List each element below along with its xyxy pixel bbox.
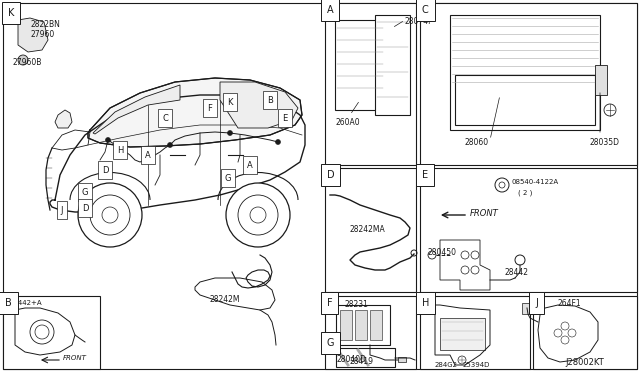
Polygon shape (55, 110, 72, 128)
Bar (375, 15, 410, 115)
Text: FRONT: FRONT (470, 209, 499, 218)
Bar (440, 318, 485, 350)
Circle shape (275, 140, 280, 144)
Text: A: A (247, 160, 253, 170)
Text: H: H (117, 145, 123, 154)
Text: B: B (5, 298, 12, 308)
Text: E: E (282, 113, 287, 122)
Bar (3, 296, 100, 369)
Polygon shape (220, 82, 298, 128)
Bar (336, 305, 390, 345)
Text: G: G (225, 173, 231, 183)
Circle shape (227, 131, 232, 135)
Text: J28002KT: J28002KT (565, 358, 604, 367)
Polygon shape (88, 78, 302, 147)
Circle shape (226, 183, 290, 247)
Text: J: J (61, 205, 63, 215)
Polygon shape (93, 85, 180, 134)
Text: A: A (145, 151, 151, 160)
Text: D: D (82, 203, 88, 212)
Bar (420, 168, 637, 292)
Bar (370, 310, 382, 340)
Text: G: G (327, 338, 335, 348)
Bar (533, 296, 637, 369)
Bar (522, 303, 535, 314)
Text: E: E (422, 170, 428, 180)
Text: J: J (535, 298, 538, 308)
Text: 28074P: 28074P (405, 17, 434, 26)
Bar (325, 296, 416, 369)
Bar (420, 3, 637, 165)
Bar (450, 15, 600, 130)
Bar (398, 357, 406, 362)
Text: K: K (8, 8, 14, 18)
Text: ( 2 ): ( 2 ) (518, 189, 532, 196)
Text: 28242MA: 28242MA (350, 225, 386, 234)
Text: 284G2: 284G2 (435, 362, 458, 368)
Text: 28242M: 28242M (210, 295, 241, 304)
Circle shape (106, 138, 111, 142)
Text: D: D (102, 166, 108, 174)
Bar (325, 168, 416, 292)
Text: 08540-4122A: 08540-4122A (512, 179, 559, 185)
Bar (455, 75, 595, 125)
Text: B: B (267, 96, 273, 105)
Polygon shape (18, 18, 48, 52)
Text: D: D (327, 170, 335, 180)
Text: FRONT: FRONT (63, 355, 87, 361)
Text: 28231: 28231 (345, 300, 369, 309)
Text: 25394D: 25394D (463, 362, 490, 368)
Bar (336, 348, 395, 367)
Bar (335, 20, 385, 110)
Text: 28442: 28442 (505, 268, 529, 277)
Text: 28442+A: 28442+A (10, 300, 43, 306)
Circle shape (78, 183, 142, 247)
Text: 27960B: 27960B (12, 58, 42, 67)
Text: C: C (162, 113, 168, 122)
Circle shape (168, 142, 173, 148)
Text: A: A (327, 5, 333, 15)
Bar (340, 310, 352, 340)
Bar (355, 310, 367, 340)
Bar (595, 65, 607, 95)
Text: H: H (422, 298, 429, 308)
Text: F: F (207, 103, 212, 112)
Text: 28035D: 28035D (590, 138, 620, 147)
Text: 264F1: 264F1 (558, 299, 582, 308)
Bar (325, 3, 416, 165)
Text: K: K (227, 97, 233, 106)
Text: 280450: 280450 (428, 248, 457, 257)
Text: 28060: 28060 (465, 138, 489, 147)
Text: G: G (82, 187, 88, 196)
Text: 28040D: 28040D (337, 355, 367, 364)
Circle shape (18, 55, 28, 65)
Text: C: C (422, 5, 429, 15)
Bar (420, 296, 530, 369)
Text: 260A0: 260A0 (336, 118, 360, 127)
Text: 27960: 27960 (30, 30, 54, 39)
Text: F: F (327, 298, 333, 308)
Text: 2822BN: 2822BN (30, 20, 60, 29)
Text: 28419: 28419 (350, 357, 374, 366)
